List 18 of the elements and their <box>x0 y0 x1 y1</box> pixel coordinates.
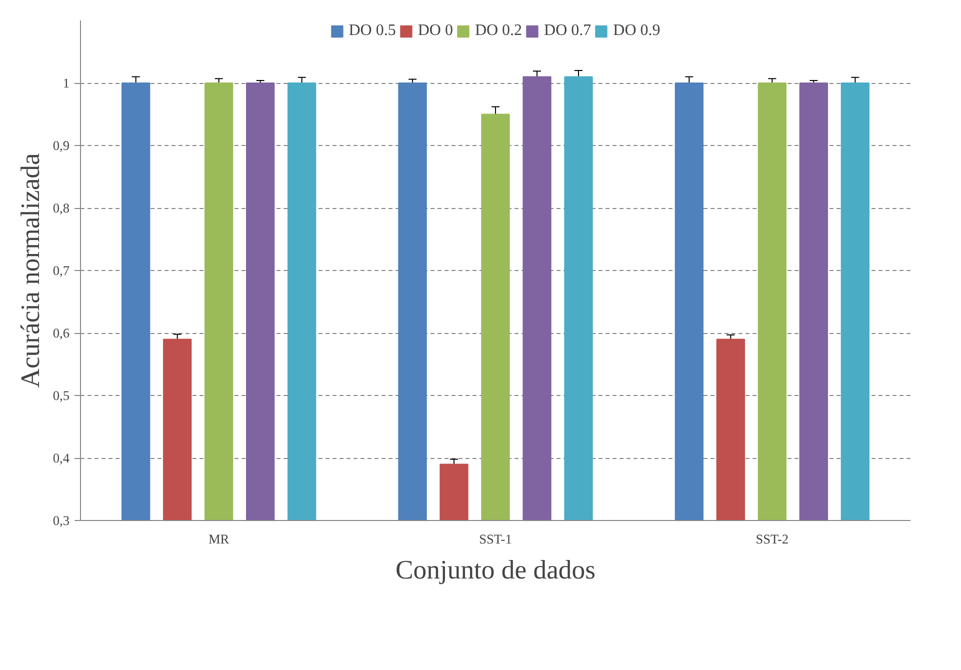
y-tick-label: 0,7 <box>52 263 70 278</box>
legend-label: DO 0 <box>418 22 453 40</box>
legend-label: DO 0.2 <box>474 22 522 40</box>
y-tick-label: 0,4 <box>52 450 70 466</box>
x-tick-label: SST-2 <box>756 532 789 546</box>
y-tick-label: 0,5 <box>52 388 70 403</box>
y-tick-label: 1 <box>62 76 70 90</box>
legend-label: DO 0.5 <box>348 22 396 40</box>
y-tick-label: 0,9 <box>52 138 70 153</box>
legend-label: DO 0.9 <box>613 22 660 40</box>
legend-label: DO 0.7 <box>544 22 592 40</box>
y-axis-title: Acurácia normalizada <box>14 153 45 388</box>
x-tick-label: MR <box>208 532 230 546</box>
y-tick-label: 0,6 <box>52 326 70 340</box>
y-tick-label: 0,3 <box>52 513 70 528</box>
x-axis-title: Conjunto de dados <box>396 554 596 584</box>
x-tick-label: SST-1 <box>479 532 512 546</box>
y-tick-label: 0,8 <box>52 200 70 216</box>
